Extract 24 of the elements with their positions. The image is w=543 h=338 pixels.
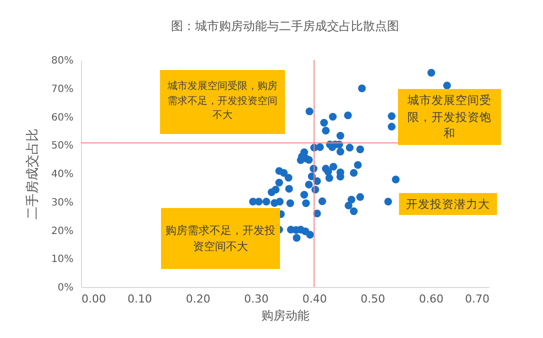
x-axis-title: 购房动能: [262, 308, 310, 322]
y-tick-label: 10%: [51, 254, 74, 266]
x-tick-label: 0.20: [186, 292, 210, 306]
callout-box: 开发投资潜力大: [399, 193, 497, 215]
y-tick-label: 40%: [51, 169, 74, 180]
x-tick-label: 0.30: [244, 292, 269, 306]
x-tick-label: 0.40: [302, 292, 327, 306]
x-tick-label: 0.60: [418, 292, 444, 306]
callout-box: 城市发展空间受限，开发投资饱和: [398, 89, 501, 145]
y-tick-label: 0%: [58, 282, 74, 294]
callout-box: 城市发展空间受限，购房需求不足，开发投资空间不大: [160, 70, 285, 134]
callout-box: 购房需求不足，开发投资空间不大: [161, 208, 280, 269]
y-axis-title: 二手房成交占比: [24, 128, 40, 220]
x-tick-label: 0.70: [465, 292, 490, 306]
y-tick-label: 50%: [51, 140, 74, 152]
y-tick-label: 20%: [51, 226, 74, 237]
y-tick-label: 80%: [51, 56, 74, 66]
x-tick-label: 0.50: [360, 292, 386, 306]
x-tick-label: 0.00: [82, 292, 106, 306]
y-tick-label: 30%: [51, 197, 74, 208]
y-tick-label: 60%: [51, 112, 74, 124]
x-tick-label: 0.10: [128, 292, 152, 306]
y-tick-label: 70%: [51, 84, 74, 95]
chart-title: 图：城市购房动能与二手房成交占比散点图: [171, 19, 399, 33]
